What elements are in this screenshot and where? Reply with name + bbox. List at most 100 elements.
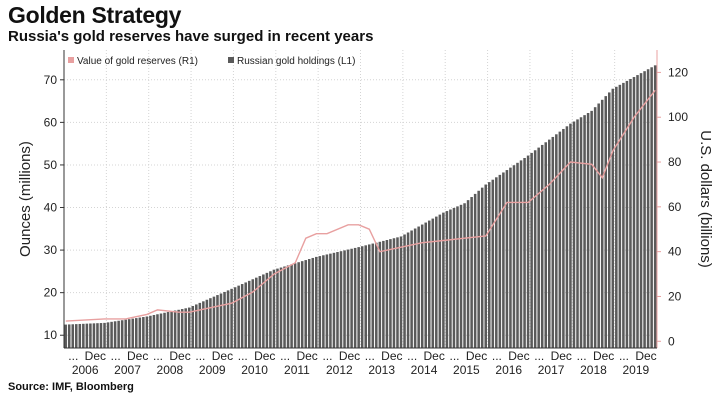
- legend-swatch: [228, 57, 234, 63]
- bar: [459, 204, 463, 348]
- bar: [367, 244, 371, 348]
- x-year-label: 2019: [622, 363, 649, 377]
- bar: [445, 211, 449, 348]
- bar: [625, 80, 629, 348]
- gold-value-line: [65, 89, 656, 322]
- bar: [198, 302, 202, 348]
- bar: [106, 322, 110, 348]
- legend-swatch: [68, 57, 74, 63]
- line-series: [65, 89, 656, 322]
- bar: [618, 84, 622, 348]
- bar: [219, 293, 223, 348]
- bar: [378, 241, 382, 348]
- bar: [650, 67, 653, 348]
- bar: [127, 319, 131, 348]
- bar: [300, 261, 304, 348]
- bar: [427, 220, 431, 348]
- bar: [597, 103, 600, 348]
- x-tick-label: ...: [280, 349, 290, 363]
- bar: [530, 152, 533, 348]
- right-tick-label: 60: [668, 200, 682, 214]
- bar: [117, 320, 120, 348]
- bar: [413, 228, 417, 348]
- bar: [484, 184, 488, 348]
- bar: [593, 107, 597, 348]
- bar: [276, 268, 279, 348]
- bar: [509, 167, 512, 348]
- bar: [569, 123, 572, 348]
- bar: [399, 236, 403, 348]
- x-tick-label: Dec: [85, 349, 106, 363]
- bar: [205, 299, 209, 348]
- bar: [212, 296, 216, 348]
- x-tick-label: Dec: [296, 349, 317, 363]
- x-year-label: 2012: [326, 363, 353, 377]
- x-tick-label: ...: [534, 349, 544, 363]
- left-axis-label: Ounces (millions): [17, 141, 34, 257]
- bar: [156, 314, 159, 348]
- x-year-label: 2014: [411, 363, 438, 377]
- x-year-label: 2011: [284, 363, 310, 377]
- x-tick-label: Dec: [508, 349, 529, 363]
- x-tick-label: ...: [450, 349, 460, 363]
- bar: [184, 308, 187, 348]
- bar: [92, 323, 96, 348]
- bar: [435, 216, 438, 348]
- bar: [71, 324, 75, 348]
- x-year-label: 2010: [241, 363, 268, 377]
- bar: [586, 113, 590, 349]
- bar: [590, 110, 593, 349]
- bar: [191, 305, 195, 348]
- bar: [177, 309, 180, 348]
- bar: [470, 197, 473, 348]
- bar: [555, 134, 558, 348]
- bar: [558, 131, 562, 348]
- bar: [304, 260, 307, 348]
- bar: [187, 307, 191, 348]
- bar: [622, 82, 625, 349]
- left-tick-label: 20: [44, 286, 58, 300]
- x-year-label: 2016: [495, 363, 522, 377]
- bar: [431, 218, 435, 348]
- bar: [389, 239, 392, 348]
- bar: [375, 242, 378, 348]
- bar: [346, 249, 350, 348]
- bar: [502, 172, 505, 348]
- bar: [548, 139, 551, 348]
- x-tick-label: ...: [68, 349, 78, 363]
- bar: [639, 73, 643, 348]
- bar: [636, 75, 639, 348]
- x-year-label: 2008: [157, 363, 184, 377]
- bar: [195, 304, 198, 348]
- bar: [89, 323, 92, 348]
- bar: [382, 240, 385, 348]
- bar: [498, 174, 502, 348]
- bar: [269, 271, 272, 348]
- left-tick-label: 30: [44, 243, 58, 257]
- bar: [329, 253, 332, 348]
- bar: [311, 257, 315, 348]
- bar: [209, 298, 212, 348]
- bar: [452, 207, 456, 348]
- x-year-label: 2013: [368, 363, 395, 377]
- bar: [410, 230, 413, 348]
- bar: [124, 319, 127, 348]
- bar: [110, 321, 113, 348]
- x-tick-label: ...: [238, 349, 248, 363]
- bar: [152, 315, 156, 348]
- bar: [272, 269, 276, 348]
- bar: [251, 279, 255, 348]
- bar: [336, 252, 339, 348]
- x-tick-label: ...: [577, 349, 587, 363]
- bar: [240, 284, 244, 348]
- x-tick-label: ...: [619, 349, 629, 363]
- bar: [364, 245, 367, 348]
- bar: [339, 251, 343, 348]
- bar: [505, 170, 509, 348]
- bar: [145, 316, 149, 348]
- bar: [653, 65, 657, 348]
- bar: [325, 254, 329, 348]
- bar: [487, 182, 491, 348]
- bar: [180, 309, 184, 348]
